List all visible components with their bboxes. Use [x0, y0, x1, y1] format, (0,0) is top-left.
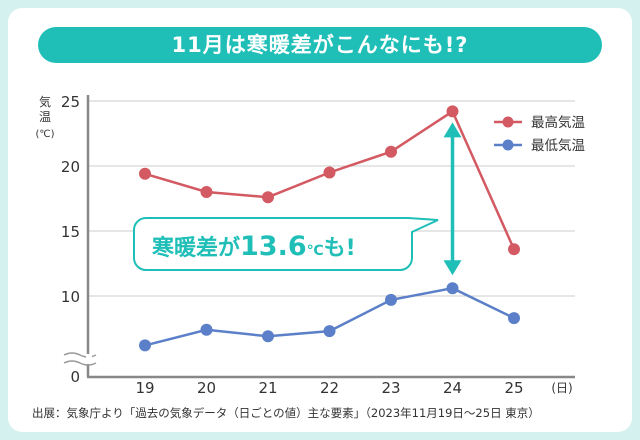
- data-point-low: [446, 282, 459, 295]
- source-note: 出展：気象庁より「過去の気象データ（日ごとの値）主な要素」（2023年11月19…: [32, 406, 540, 420]
- x-tick-label: 22: [320, 379, 339, 397]
- legend-marker: [502, 139, 514, 151]
- x-tick-label: 25: [504, 379, 523, 397]
- x-axis-label: (日): [551, 381, 572, 395]
- legend-label: 最高気温: [531, 114, 585, 131]
- x-tick-label: 23: [381, 379, 400, 397]
- data-point-low: [200, 323, 213, 336]
- y-tick-label: 25: [61, 93, 80, 111]
- y-tick-label: 20: [61, 158, 80, 176]
- data-point-high: [139, 167, 151, 180]
- y-axis-unit: (℃): [35, 129, 54, 140]
- x-tick-label: 20: [197, 379, 216, 397]
- legend-label: 最低気温: [531, 138, 585, 154]
- callout-part: も!: [324, 236, 356, 261]
- data-point-high: [508, 243, 520, 256]
- y-tick-label: 15: [61, 223, 80, 241]
- x-tick-label: 21: [258, 379, 277, 397]
- data-point-low: [385, 293, 397, 306]
- data-point-high: [262, 191, 274, 204]
- page-title: 11月は寒暖差がこんなにも!?: [38, 27, 602, 63]
- legend-marker: [502, 116, 514, 128]
- data-point-low: [139, 339, 151, 352]
- data-point-high: [323, 166, 336, 179]
- data-point-high: [446, 105, 459, 118]
- x-tick-label: 24: [443, 379, 462, 397]
- data-point-low: [508, 312, 520, 325]
- y-axis-label: 温: [39, 110, 51, 124]
- axis-break-gap: [86, 354, 92, 364]
- y-axis-label: 気: [39, 94, 51, 109]
- data-point-low: [262, 330, 274, 343]
- arrow-head-down-icon: [443, 260, 462, 276]
- data-point-high: [200, 186, 213, 198]
- callout-part: 寒暖差が: [152, 235, 240, 261]
- y-tick-label: 0: [70, 368, 80, 386]
- data-point-low: [323, 325, 336, 338]
- data-point-high: [385, 145, 397, 158]
- y-tick-label: 10: [61, 288, 80, 306]
- callout-bubble: [133, 217, 439, 271]
- arrow-head-up-icon: [443, 122, 462, 138]
- x-tick-label: 19: [135, 379, 154, 397]
- callout-part: ℃: [307, 243, 324, 259]
- callout-part: 13.6: [240, 231, 307, 262]
- callout-text: 寒暖差が13.6℃も!: [152, 231, 356, 262]
